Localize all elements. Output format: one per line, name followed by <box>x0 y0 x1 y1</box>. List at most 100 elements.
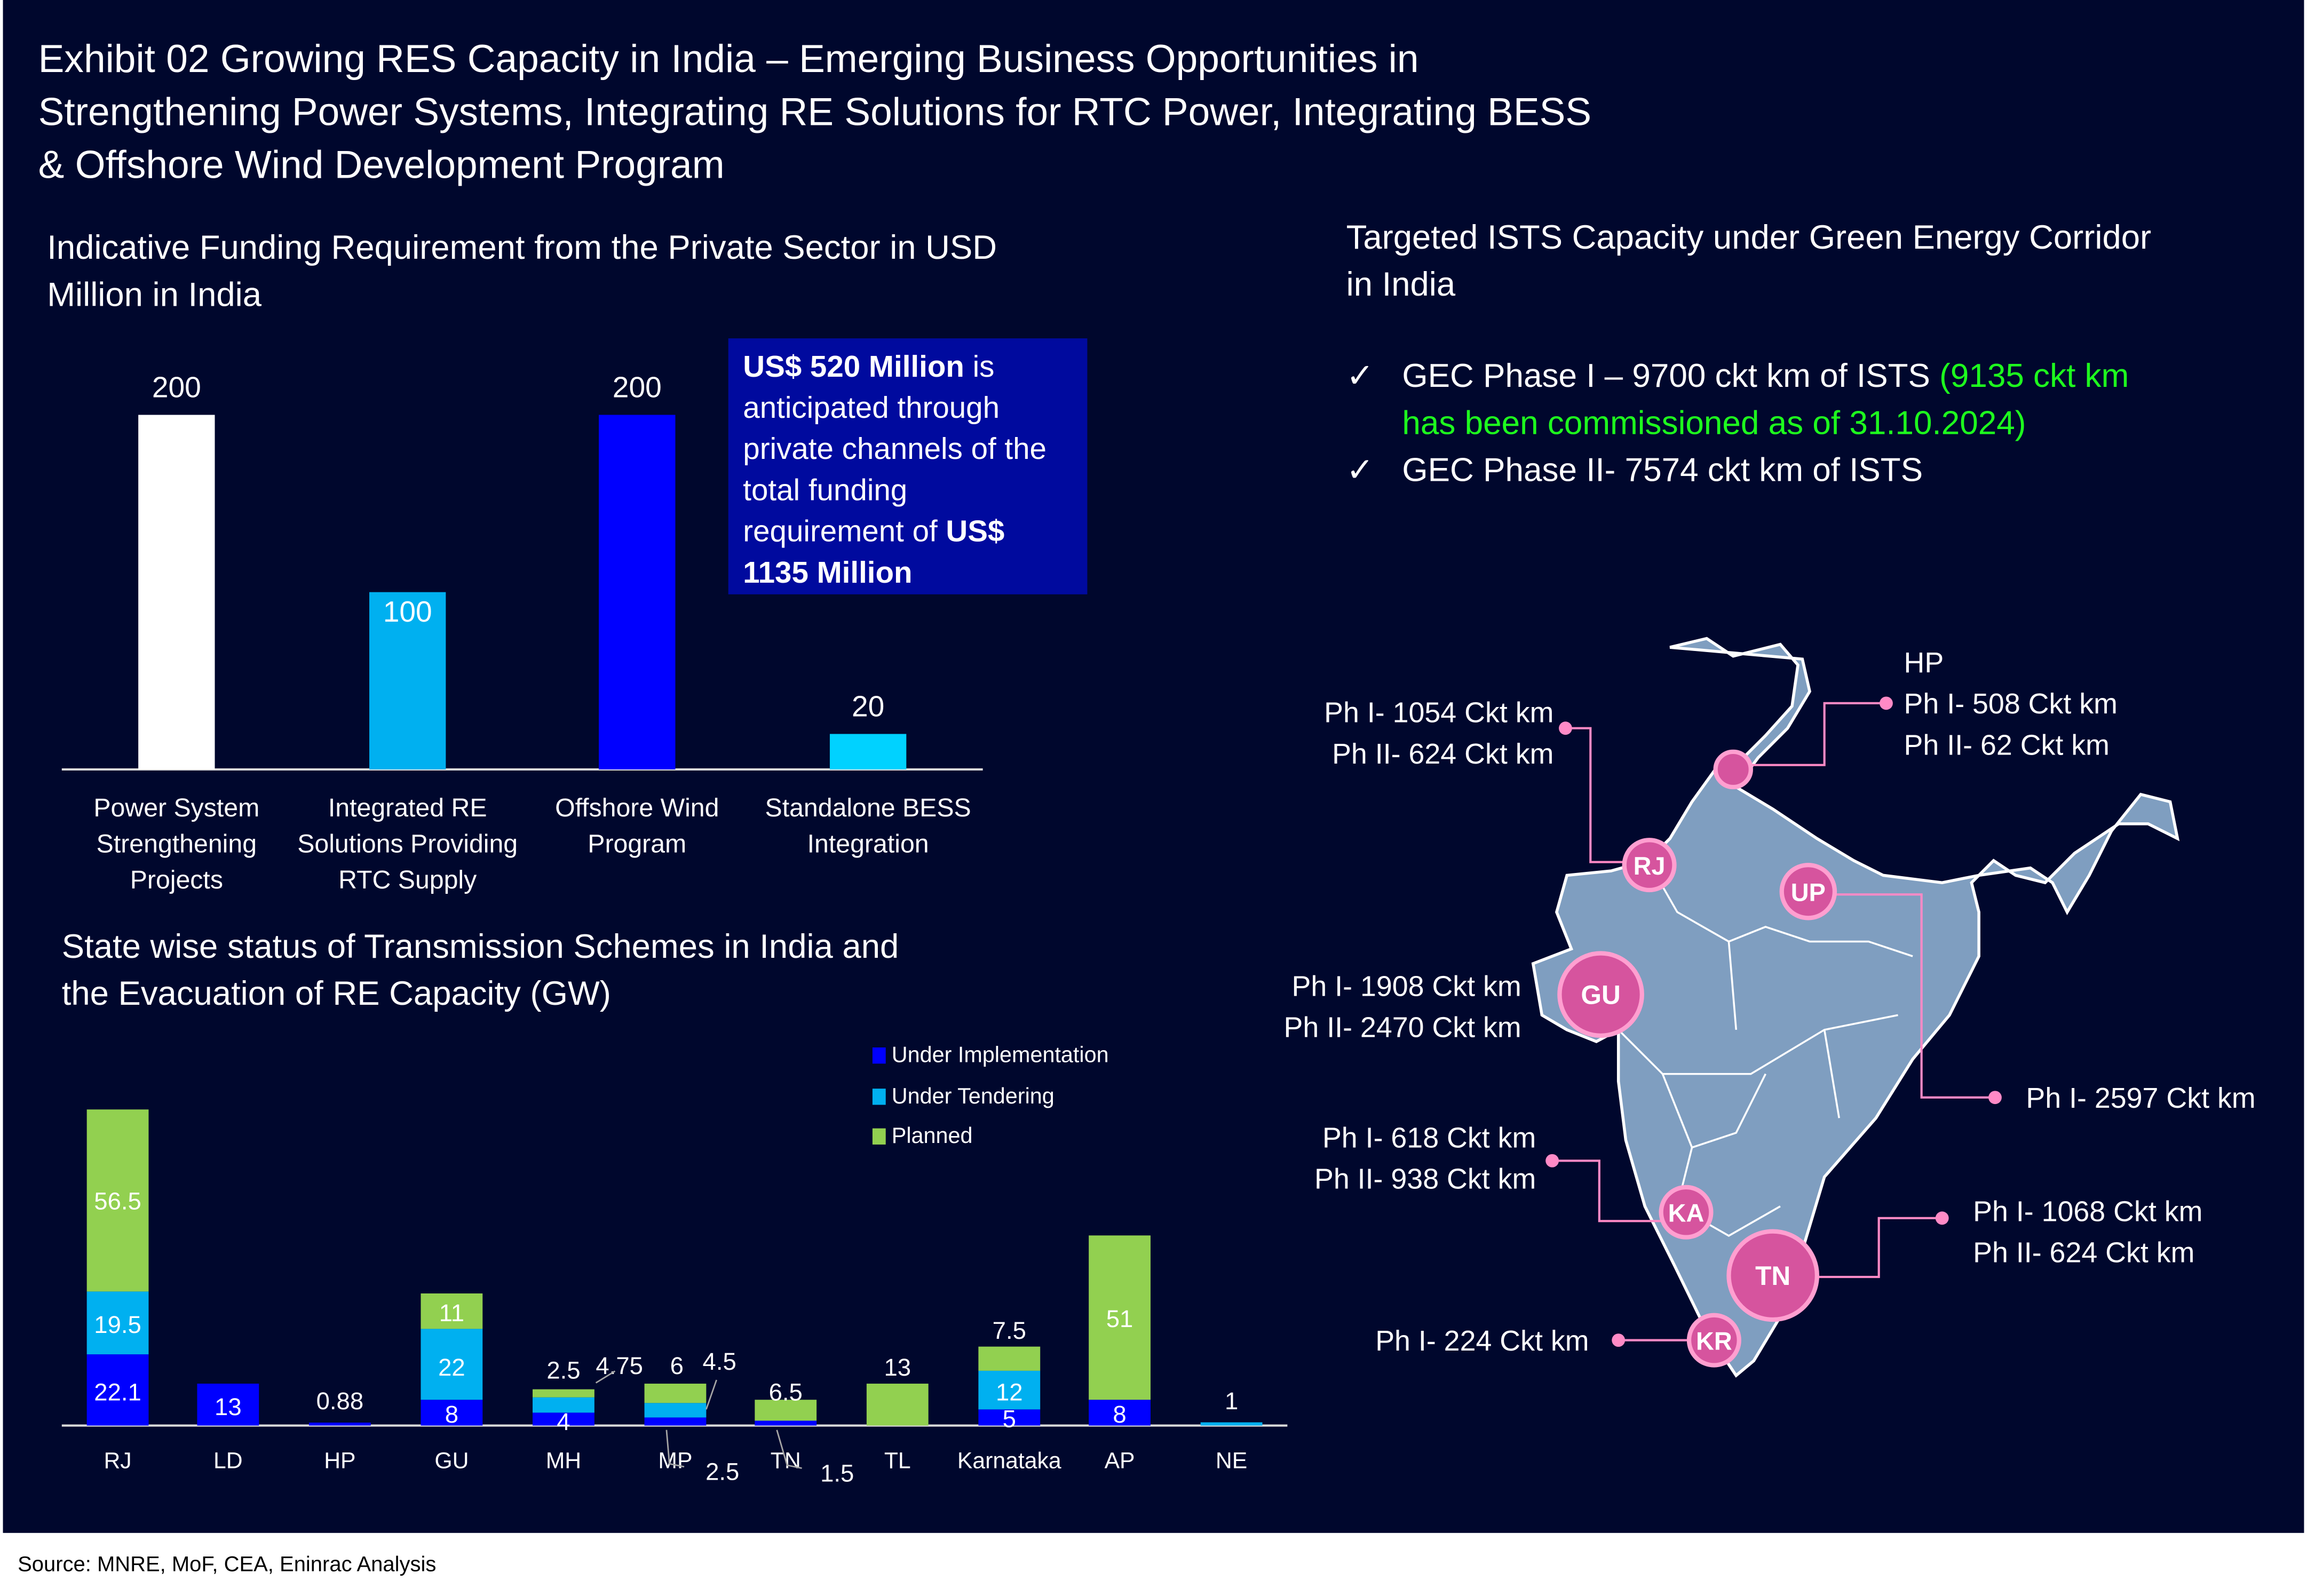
bar <box>138 415 215 769</box>
label-line: Ph II- 624 Ckt km <box>1332 739 1554 771</box>
callout-line <box>1817 1217 1943 1279</box>
label-line: Ph I- 2597 Ckt km <box>2026 1083 2256 1115</box>
label-line: HP <box>1904 647 1944 680</box>
bar-segment <box>1089 1400 1151 1426</box>
gec-phase-1: ✓ <box>1346 353 1374 400</box>
bar-segment <box>86 1109 149 1292</box>
state-label-up: Ph I- 2597 Ckt km <box>2026 1078 2255 1119</box>
bar-segment <box>866 1384 929 1426</box>
data-label: 4.75 <box>596 1352 643 1379</box>
data-label: 22.1 <box>94 1379 141 1406</box>
bar-segment <box>644 1417 707 1426</box>
state-marker-gu <box>1557 951 1644 1038</box>
leader-line <box>595 1370 616 1384</box>
callout-dot <box>1545 1154 1559 1168</box>
category-label: LD <box>213 1448 243 1473</box>
data-label: 19.5 <box>94 1311 141 1338</box>
category-label: MH <box>546 1448 581 1473</box>
bar-segment <box>1200 1422 1263 1426</box>
source-note: Source: MNRE, MoF, CEA, Eninrac Analysis <box>18 1553 437 1577</box>
category-label: AP <box>1105 1448 1135 1473</box>
data-label: 13 <box>215 1393 242 1420</box>
state-chart-title: State wise status of Transmission Scheme… <box>62 923 899 1017</box>
data-label: 8 <box>445 1401 458 1428</box>
bar-segment <box>533 1389 594 1398</box>
bar <box>369 592 446 769</box>
gec-text: GEC Phase I – 9700 ckt km of ISTS <box>1402 357 1940 394</box>
category-label: Solutions Providing <box>297 830 518 859</box>
state-label-gu: Ph I- 1908 Ckt km Ph II- 2470 Ckt km <box>1284 966 1521 1049</box>
label-line: Ph II- 2470 Ckt km <box>1283 1012 1521 1045</box>
category-label: GU <box>434 1448 469 1473</box>
data-label: 8 <box>1113 1401 1126 1428</box>
bar <box>829 734 907 769</box>
bar-segment <box>755 1420 817 1426</box>
label-line: Ph I- 1068 Ckt km <box>1973 1196 2203 1229</box>
category-label: HP <box>324 1448 355 1473</box>
exhibit-title: Exhibit 02 Growing RES Capacity in India… <box>38 33 1591 192</box>
label-line: Ph II- 938 Ckt km <box>1314 1163 1536 1196</box>
callout-dot <box>1559 721 1572 735</box>
title-line: Strengthening Power Systems, Integrating… <box>38 90 1592 134</box>
category-label: TL <box>884 1448 911 1473</box>
data-label: 5 <box>1003 1405 1016 1432</box>
gec-commissioned: (9135 ckt km <box>1939 357 2129 394</box>
legend-label: Planned <box>891 1124 973 1149</box>
callout-line <box>1834 893 1995 1099</box>
state-label-ka: Ph I- 618 Ckt km Ph II- 938 Ckt km <box>1314 1118 1536 1200</box>
bar-segment <box>197 1384 259 1426</box>
gec-commissioned: has been commissioned as of 31.10.2024) <box>1402 404 2026 442</box>
legend-swatch <box>872 1047 886 1064</box>
callout-dot <box>1880 696 1893 710</box>
category-label: Integrated RE <box>328 793 487 822</box>
note-bold: US$ 1135 Million <box>743 514 1005 590</box>
state-label-rj: Ph I- 1054 Ckt km Ph II- 624 Ckt km <box>1324 693 1553 775</box>
bar-segment <box>978 1346 1041 1371</box>
bar-segment <box>421 1293 483 1329</box>
note-bold: US$ 520 Million <box>743 350 964 384</box>
bar-segment <box>1089 1235 1151 1400</box>
data-label: 200 <box>152 370 201 403</box>
check-icon: ✓ <box>1346 451 1374 489</box>
state-code: TN <box>1755 1261 1790 1291</box>
bar-segment <box>755 1400 817 1421</box>
title-line: Million in India <box>47 275 262 314</box>
category-label: Strengthening <box>97 830 257 859</box>
leader-line <box>705 1379 717 1410</box>
bar-segment <box>978 1409 1041 1426</box>
legend-label: Under Implementation <box>891 1043 1109 1068</box>
legend-item: Under Tendering <box>872 1084 1055 1108</box>
data-label: 6 <box>670 1352 684 1379</box>
leader-line <box>776 1430 802 1469</box>
callout-dot <box>1612 1333 1626 1347</box>
gec-phase-2: ✓ <box>1346 447 1374 494</box>
category-label: RJ <box>104 1448 131 1473</box>
bar-segment <box>86 1291 149 1355</box>
data-label: 0.88 <box>316 1387 364 1415</box>
state-marker-kr <box>1686 1313 1741 1368</box>
bar-segment <box>533 1397 594 1413</box>
category-label: Standalone BESS <box>765 793 971 822</box>
bar-segment <box>421 1400 483 1426</box>
legend-swatch <box>872 1128 886 1145</box>
gec-phase-2-text: GEC Phase II- 7574 ckt km of ISTS <box>1402 451 1923 489</box>
label-line: Ph I- 618 Ckt km <box>1322 1122 1536 1155</box>
label-line: Ph I- 1054 Ckt km <box>1324 697 1554 730</box>
bar-segment <box>644 1403 707 1418</box>
title-line: in India <box>1346 265 1456 303</box>
category-label: Integration <box>807 830 929 859</box>
check-icon: ✓ <box>1346 357 1374 394</box>
category-label: NE <box>1216 1448 1247 1473</box>
data-label: 6.5 <box>769 1379 803 1406</box>
legend-item: Planned <box>872 1124 973 1149</box>
label-line: Ph I- 1908 Ckt km <box>1291 971 1521 1004</box>
leader-line <box>665 1430 685 1468</box>
gec-title: Targeted ISTS Capacity under Green Energ… <box>1346 213 2152 307</box>
data-label: 51 <box>1106 1305 1133 1332</box>
state-marker-tn <box>1726 1229 1820 1322</box>
data-label: 7.5 <box>993 1317 1026 1344</box>
data-label: 56.5 <box>94 1187 141 1214</box>
category-label: MP <box>658 1448 692 1473</box>
title-line: the Evacuation of RE Capacity (GW) <box>61 974 611 1012</box>
data-label: 4.5 <box>703 1348 736 1375</box>
